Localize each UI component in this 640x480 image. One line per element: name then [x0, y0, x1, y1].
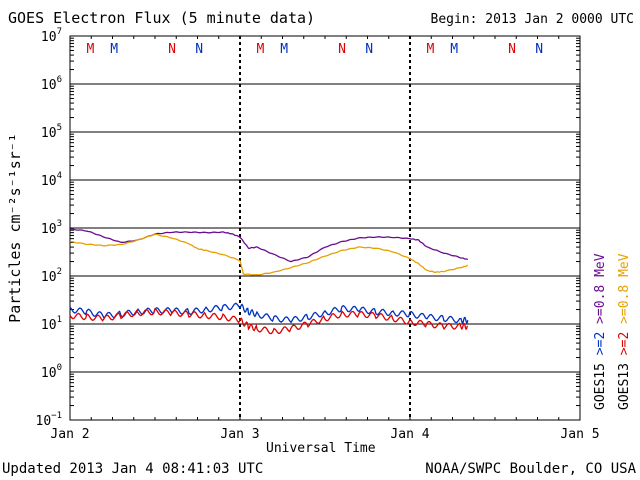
midnight-noon-marker: N	[535, 42, 543, 57]
y-tick-label: 104	[41, 171, 62, 189]
y-tick-label: 102	[41, 267, 62, 285]
legend-entry: >=0.8 MeV	[617, 253, 632, 331]
chart-title: GOES Electron Flux (5 minute data)	[8, 9, 316, 27]
midnight-noon-marker: M	[110, 42, 118, 57]
legend-entry: >=2	[617, 332, 632, 355]
legend-goes13: GOES13 >=2 >=0.8 MeV	[617, 253, 632, 410]
midnight-noon-marker: M	[256, 42, 264, 57]
midnight-noon-marker: N	[195, 42, 203, 57]
legend-goes15: GOES15 >=2 >=0.8 MeV	[593, 253, 608, 410]
x-tick-label: Jan 4	[390, 427, 429, 442]
y-tick-label: 107	[41, 27, 62, 45]
midnight-noon-marker: M	[86, 42, 94, 57]
y-tick-label: 103	[41, 219, 62, 237]
begin-label: Begin: 2013 Jan 2 0000 UTC	[430, 12, 635, 27]
midnight-noon-marker: N	[168, 42, 176, 57]
midnight-noon-marker: N	[338, 42, 346, 57]
y-tick-label: 105	[41, 123, 62, 141]
y-axis-label: Particles cm⁻²s⁻¹sr⁻¹	[6, 133, 24, 323]
series-line-goes15-2-mev	[69, 302, 469, 324]
legend-entry: GOES13	[617, 355, 632, 410]
series-line-goes13-2-mev	[69, 307, 469, 335]
updated-timestamp: Updated 2013 Jan 4 08:41:03 UTC	[2, 461, 264, 477]
series-line-goes15-0-8-mev	[69, 228, 469, 263]
legend-entry: >=0.8 MeV	[593, 253, 608, 331]
x-tick-label: Jan 5	[560, 427, 599, 442]
legend-entry: >=2	[593, 332, 608, 355]
y-tick-label: 100	[41, 363, 62, 381]
x-axis-label: Universal Time	[266, 441, 376, 456]
x-tick-label: Jan 3	[220, 427, 259, 442]
midnight-noon-marker: M	[450, 42, 458, 57]
x-tick-label: Jan 2	[50, 427, 89, 442]
y-tick-label: 106	[41, 75, 62, 93]
midnight-noon-marker: M	[280, 42, 288, 57]
y-tick-label: 101	[41, 315, 62, 333]
series-line-goes13-0-8-mev	[70, 233, 469, 276]
midnight-noon-marker: N	[365, 42, 373, 57]
data-source: NOAA/SWPC Boulder, CO USA	[425, 461, 636, 477]
midnight-noon-marker: M	[426, 42, 434, 57]
legend-entry: GOES15	[593, 355, 608, 410]
midnight-noon-marker: N	[508, 42, 516, 57]
